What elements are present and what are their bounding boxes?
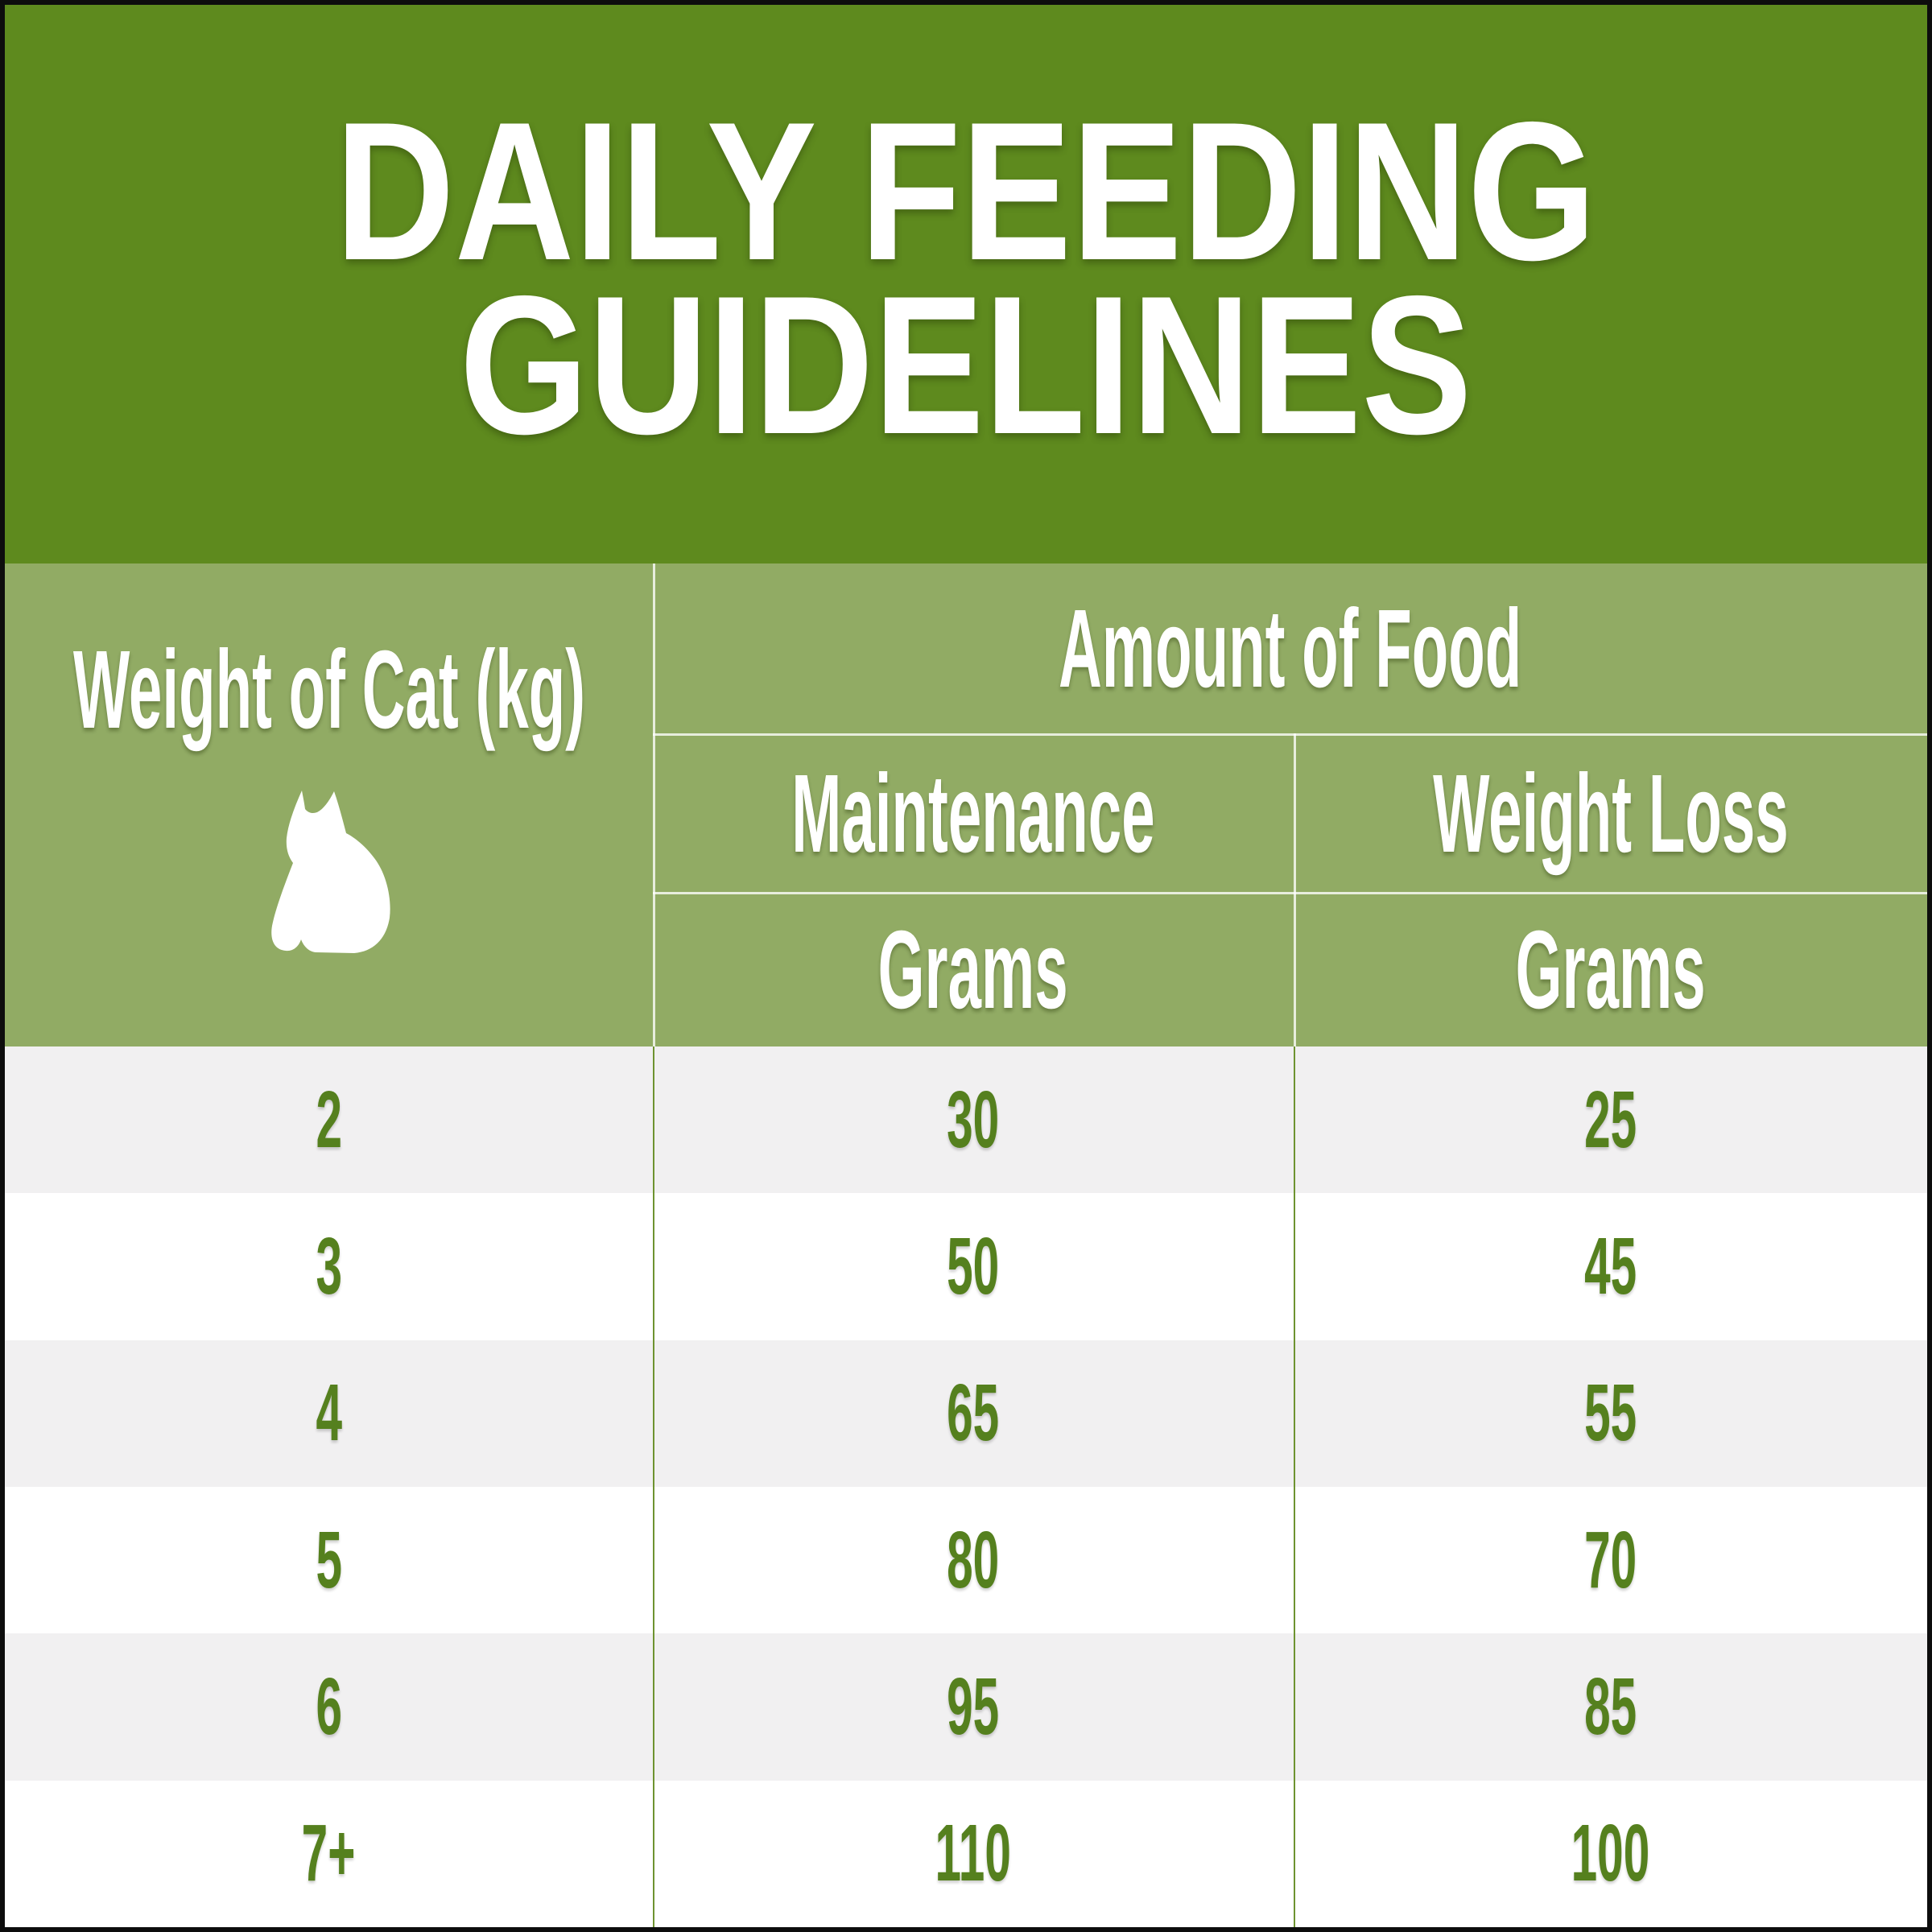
weight-cell: 3 (5, 1193, 653, 1340)
table-row: 2 30 25 (5, 1046, 1927, 1194)
weight-column-header-label: Weight of Cat (kg) (72, 628, 585, 752)
weight-loss-value: 55 (1583, 1368, 1637, 1459)
weight-column-header: Weight of Cat (kg) (5, 628, 653, 752)
page-title: DAILY FEEDING GUIDELINES (215, 80, 1716, 475)
weight-loss-cell: 55 (1294, 1340, 1927, 1487)
table-row: 5 80 70 (5, 1487, 1927, 1633)
weight-loss-column-header: Weight Loss (1294, 735, 1927, 894)
amount-of-food-label: Amount of Food (1058, 587, 1522, 711)
table-row: 3 50 45 (5, 1193, 1927, 1340)
table-header-band: Weight of Cat (kg) Amount of Food Mainte… (5, 564, 1927, 1046)
weight-loss-cell: 100 (1294, 1781, 1927, 1927)
weight-value: 5 (316, 1514, 342, 1605)
maintenance-value: 30 (947, 1074, 1000, 1165)
maintenance-cell: 50 (653, 1193, 1294, 1340)
weight-cell: 4 (5, 1340, 653, 1487)
title-band: DAILY FEEDING GUIDELINES (5, 5, 1927, 564)
weight-cell: 7+ (5, 1781, 653, 1927)
weight-value: 2 (316, 1074, 342, 1165)
page-title-line2: GUIDELINES (460, 254, 1472, 475)
body-vertical-divider-2 (1294, 1046, 1295, 1927)
weight-value: 4 (316, 1368, 342, 1459)
maintenance-value: 65 (947, 1368, 1000, 1459)
weight-value: 6 (316, 1661, 342, 1752)
header-horizontal-divider-1 (653, 733, 1927, 736)
header-horizontal-divider-2 (653, 892, 1927, 894)
weight-loss-unit-label: Grams (1515, 907, 1706, 1032)
maintenance-cell: 65 (653, 1340, 1294, 1487)
weight-cell: 2 (5, 1046, 653, 1193)
maintenance-cell: 30 (653, 1046, 1294, 1193)
weight-loss-cell: 45 (1294, 1193, 1927, 1340)
table-body: 2 30 25 3 50 45 4 65 55 5 80 70 6 95 85 … (5, 1046, 1927, 1927)
weight-loss-value: 100 (1571, 1808, 1650, 1899)
maintenance-cell: 80 (653, 1487, 1294, 1633)
maintenance-value: 50 (947, 1220, 1000, 1311)
weight-loss-cell: 70 (1294, 1487, 1927, 1633)
maintenance-unit-label: Grams (877, 907, 1069, 1032)
weight-loss-label: Weight Loss (1432, 752, 1789, 876)
header-vertical-divider-2 (1294, 733, 1296, 1046)
cat-silhouette-icon (271, 791, 390, 953)
table-row: 6 95 85 (5, 1633, 1927, 1781)
weight-loss-value: 25 (1583, 1074, 1637, 1165)
weight-cell: 6 (5, 1633, 653, 1780)
body-vertical-divider-1 (653, 1046, 654, 1927)
maintenance-label: Maintenance (791, 752, 1155, 876)
maintenance-unit-header: Grams (653, 894, 1294, 1046)
maintenance-column-header: Maintenance (653, 735, 1294, 894)
maintenance-value: 80 (947, 1514, 1000, 1605)
maintenance-value: 110 (935, 1808, 1012, 1899)
weight-loss-cell: 25 (1294, 1046, 1927, 1193)
table-row: 4 65 55 (5, 1340, 1927, 1487)
weight-loss-value: 85 (1583, 1661, 1637, 1752)
weight-value: 7+ (302, 1808, 356, 1899)
weight-loss-cell: 85 (1294, 1633, 1927, 1780)
weight-cell: 5 (5, 1487, 653, 1633)
maintenance-cell: 110 (653, 1781, 1294, 1927)
weight-loss-value: 45 (1583, 1220, 1637, 1311)
amount-of-food-header: Amount of Food (653, 564, 1927, 735)
table-row: 7+ 110 100 (5, 1781, 1927, 1927)
weight-loss-value: 70 (1583, 1514, 1637, 1605)
weight-value: 3 (316, 1220, 342, 1311)
maintenance-cell: 95 (653, 1633, 1294, 1780)
header-vertical-divider-1 (653, 564, 655, 1046)
maintenance-value: 95 (947, 1661, 1000, 1752)
weight-loss-unit-header: Grams (1294, 894, 1927, 1046)
page-title-line1: DAILY FEEDING (335, 80, 1597, 301)
